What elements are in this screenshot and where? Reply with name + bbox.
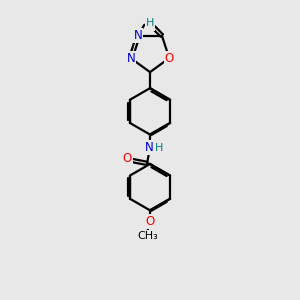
Text: H: H <box>155 143 164 153</box>
Text: O: O <box>165 52 174 65</box>
Text: S: S <box>147 17 154 31</box>
Text: N: N <box>134 29 142 42</box>
Text: H: H <box>146 18 154 28</box>
Text: N: N <box>145 141 154 154</box>
Text: O: O <box>122 152 132 165</box>
Text: CH₃: CH₃ <box>137 231 158 241</box>
Text: N: N <box>126 52 135 65</box>
Text: O: O <box>146 215 154 228</box>
